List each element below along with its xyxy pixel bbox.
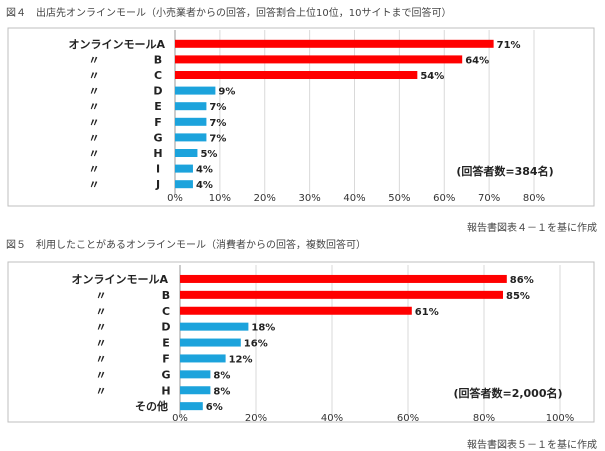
category-label: 〃: [96, 384, 107, 397]
bar: [180, 306, 412, 315]
bar: [180, 354, 226, 363]
category-label: 〃: [96, 305, 107, 318]
bar: [175, 180, 193, 189]
category-sublabel: H: [161, 384, 170, 397]
data-label: 8%: [213, 386, 230, 397]
data-label: 8%: [213, 370, 230, 381]
category-label: 〃: [89, 131, 100, 144]
bar: [180, 274, 507, 283]
data-label: 86%: [510, 275, 534, 286]
category-label: 〃: [96, 321, 107, 334]
bar: [175, 71, 418, 79]
x-tick-label: 80%: [473, 413, 495, 424]
chart-1-title: 図４ 出店先オンラインモール（小売業者からの回答，回答割合上位10位，10サイト…: [6, 8, 452, 19]
data-label: 6%: [206, 402, 223, 413]
x-tick-label: 20%: [245, 413, 267, 424]
chart-frame: [7, 261, 595, 423]
data-label: 61%: [415, 307, 439, 318]
data-label: 16%: [244, 339, 268, 350]
category-label: 〃: [89, 178, 100, 191]
bar: [175, 133, 207, 142]
chart-2-source: 報告書図表５－１を基に作成: [467, 440, 597, 451]
category-sublabel: J: [155, 178, 160, 191]
bar: [175, 117, 207, 126]
respondent-count-note: (回答者数=384名): [456, 164, 553, 178]
data-label: 4%: [196, 180, 213, 191]
respondent-count-note: (回答者数=2,000名): [453, 386, 562, 400]
bar: [180, 322, 249, 331]
category-label: オンラインモールA: [68, 38, 165, 51]
category-sublabel: F: [154, 116, 162, 129]
category-label: 〃: [96, 289, 107, 302]
bar: [175, 149, 198, 157]
x-tick-label: 70%: [478, 193, 500, 204]
bar: [180, 370, 211, 379]
x-tick-label: 100%: [546, 413, 575, 424]
x-tick-label: 80%: [523, 193, 545, 204]
category-sublabel: H: [153, 147, 162, 160]
category-label: 〃: [89, 147, 100, 160]
category-sublabel: E: [162, 337, 170, 350]
category-label: オンラインモールA: [71, 273, 168, 286]
data-label: 64%: [465, 55, 489, 66]
bar: [175, 55, 463, 64]
category-sublabel: F: [162, 352, 170, 365]
x-tick-label: 10%: [209, 193, 231, 204]
x-tick-label: 0%: [172, 413, 188, 424]
category-label: 〃: [96, 368, 107, 381]
category-label: 〃: [96, 337, 107, 350]
category-label: 〃: [89, 69, 100, 82]
category-sublabel: B: [162, 289, 170, 302]
category-label: 〃: [96, 352, 107, 365]
x-tick-label: 50%: [388, 193, 410, 204]
data-label: 7%: [209, 102, 226, 113]
category-sublabel: D: [161, 321, 170, 334]
chart-2-title: 図５ 利用したことがあるオンラインモール（消費者からの回答，複数回答可）: [6, 240, 366, 251]
data-label: 9%: [218, 87, 235, 98]
data-label: 71%: [497, 40, 521, 51]
category-label: 〃: [89, 116, 100, 129]
category-sublabel: B: [154, 53, 162, 66]
bar: [180, 338, 241, 347]
bar: [180, 386, 211, 395]
category-label: 〃: [89, 100, 100, 113]
category-sublabel: G: [153, 131, 162, 144]
data-label: 54%: [420, 71, 444, 82]
chart-frame: [7, 27, 595, 207]
data-label: 12%: [229, 354, 253, 365]
data-label: 7%: [209, 118, 226, 129]
data-label: 4%: [196, 165, 213, 176]
bar: [180, 402, 203, 411]
data-label: 85%: [506, 291, 530, 302]
bar: [180, 290, 503, 299]
category-sublabel: I: [156, 163, 160, 176]
x-tick-label: 60%: [433, 193, 455, 204]
bar: [175, 164, 193, 173]
chart-1-source: 報告書図表４－１を基に作成: [467, 223, 597, 234]
chart-2: 0% 20% 40% 60% 80% 100% 86% オンラインモールA 85% 〃 B 61% 〃 C…: [7, 261, 595, 424]
data-label: 7%: [209, 133, 226, 144]
category-sublabel: C: [154, 69, 162, 82]
bar: [175, 86, 216, 95]
x-tick-label: 0%: [167, 193, 183, 204]
data-label: 5%: [200, 149, 217, 160]
x-tick-label: 60%: [397, 413, 419, 424]
category-label: 〃: [89, 163, 100, 176]
category-sublabel: C: [162, 305, 170, 318]
data-label: 18%: [251, 323, 275, 334]
category-label: 〃: [89, 85, 100, 98]
chart-1: 0% 10% 20% 30% 40% 50% 60% 70% 80% 71% オンラインモールA 64…: [7, 27, 595, 207]
x-tick-label: 40%: [343, 193, 365, 204]
bar: [175, 102, 207, 111]
bar: [175, 39, 494, 48]
category-sublabel: E: [154, 100, 162, 113]
category-label: 〃: [89, 53, 100, 66]
category-sublabel: D: [153, 85, 162, 98]
x-tick-label: 30%: [299, 193, 321, 204]
x-tick-label: 20%: [254, 193, 276, 204]
category-sublabel: G: [161, 368, 170, 381]
category-label: その他: [135, 399, 168, 413]
x-tick-label: 40%: [321, 413, 343, 424]
